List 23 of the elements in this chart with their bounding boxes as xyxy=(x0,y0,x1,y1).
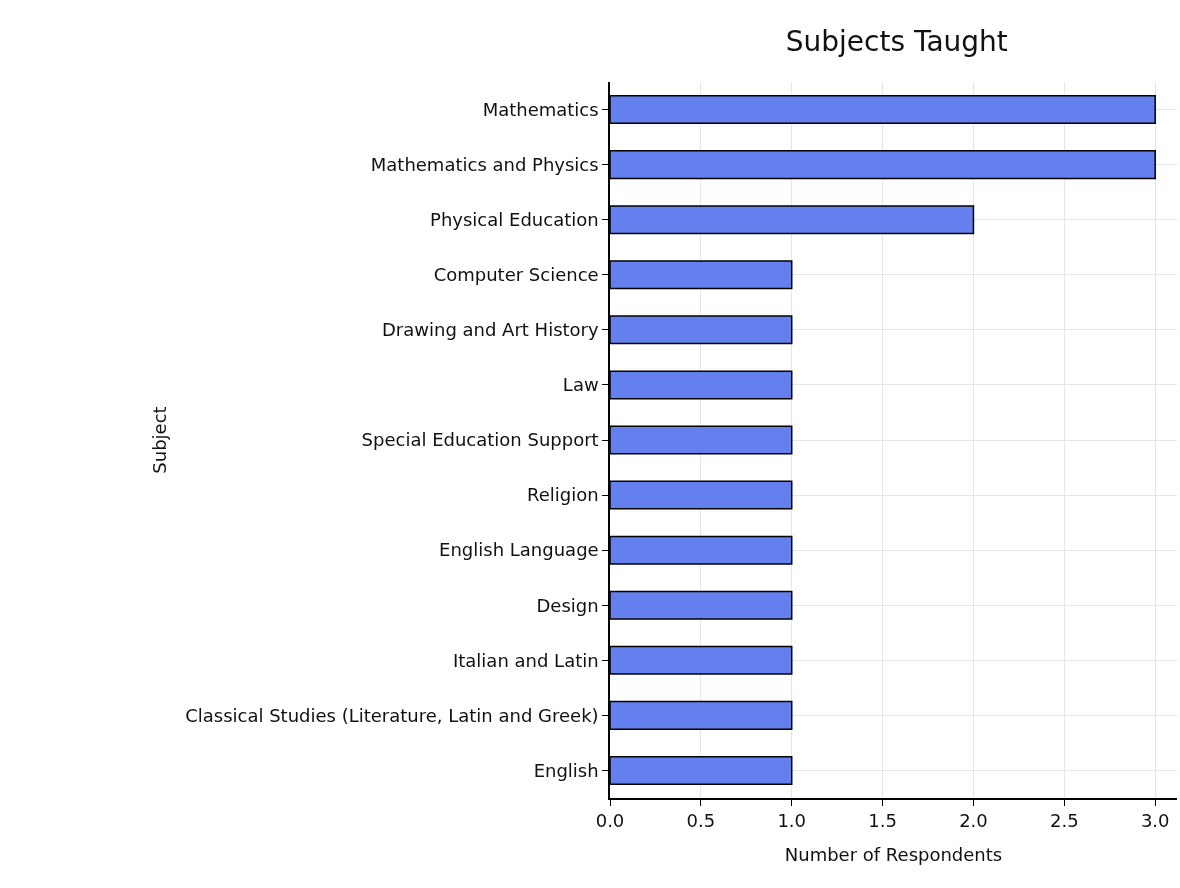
y-tick-label: Law xyxy=(562,374,599,396)
y-tick-label: Mathematics and Physics xyxy=(370,153,599,175)
y-tick-label: Design xyxy=(536,594,599,616)
y-tick-label: Special Education Support xyxy=(361,429,599,451)
y-tick-label: Computer Science xyxy=(433,264,599,286)
y-tick-label: Religion xyxy=(527,484,599,506)
x-tick-label: 1.5 xyxy=(868,810,897,832)
x-tick-label: 2.0 xyxy=(959,810,988,832)
x-tick-label: 1.0 xyxy=(777,810,807,832)
y-tick-label: Classical Studies (Literature, Latin and Greek) xyxy=(185,704,599,726)
x-tick-label: 0.5 xyxy=(686,810,716,832)
y-tick-label: Mathematics xyxy=(482,98,599,120)
x-axis-title: Number of Respondents xyxy=(784,843,1003,865)
y-tick-label: Drawing and Art History xyxy=(381,319,599,341)
y-axis-title: Subject xyxy=(148,406,170,474)
y-tick-label: English Language xyxy=(439,539,599,561)
x-tick-label: 3.0 xyxy=(1140,810,1170,832)
x-tick-label: 0.0 xyxy=(595,810,625,832)
chart-title: Subjects Taught xyxy=(785,24,1008,58)
x-tick-label: 2.5 xyxy=(1050,810,1079,832)
y-tick-label: Italian and Latin xyxy=(452,649,599,671)
y-tick-label: Physical Education xyxy=(430,208,599,230)
y-tick-label: English xyxy=(533,759,599,781)
